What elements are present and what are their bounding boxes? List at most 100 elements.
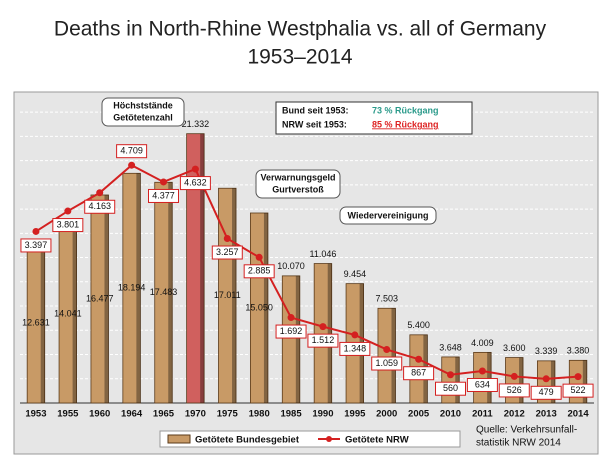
annotation: Wiedervereinigung: [348, 210, 429, 220]
bar-shade: [391, 308, 396, 403]
x-tick-label: 2010: [440, 409, 461, 420]
point-value-label: 2.885: [248, 266, 271, 276]
bar-value-label: 12.631: [22, 318, 50, 328]
line: [35, 163, 579, 380]
bar-value-label: 3.339: [535, 346, 558, 356]
callout-box: [101, 97, 185, 127]
x-tick-label: 1965: [153, 409, 175, 420]
bar-value-label: 7.503: [375, 294, 398, 304]
point: [510, 372, 518, 380]
bar-value-label: 14.041: [54, 309, 82, 319]
point-value-label: 1.348: [344, 343, 367, 353]
bar: [122, 172, 141, 404]
point: [447, 371, 454, 379]
point: [287, 314, 295, 322]
point: [223, 235, 231, 243]
source: Quelle: Verkehrsunfall-: [476, 425, 577, 436]
legend-label: Getötete Bundesgebiet: [195, 435, 300, 446]
annotation: Bund seit 1953:: [282, 105, 349, 115]
point: [319, 323, 327, 331]
bar-shade: [40, 243, 45, 403]
point: [383, 346, 391, 354]
point-value-label: 867: [411, 368, 426, 378]
x-tick-label: 2005: [408, 409, 430, 420]
label-box: [435, 381, 466, 396]
bar-shade: [550, 360, 555, 403]
bar-value-label: 9.454: [344, 269, 367, 279]
point: [351, 331, 359, 339]
x-tick-label: 1953: [25, 409, 46, 420]
plot: 12.631 14.041 16.477 18.194 17.483 21.332 17.0…: [20, 119, 594, 420]
annotation: Gurtverstoß: [272, 184, 324, 194]
point-value-label: 634: [475, 379, 490, 389]
label-box: [179, 176, 211, 191]
point: [478, 367, 486, 375]
callout-box: [339, 206, 437, 225]
label-box: [530, 385, 562, 400]
point: [255, 253, 263, 261]
x-tick-label: 2012: [504, 409, 525, 420]
label-box: [116, 144, 148, 159]
bar-shade: [327, 263, 332, 403]
point-value-label: 3.801: [57, 219, 80, 229]
label-box: [52, 218, 84, 233]
title-area: [0, 0, 600, 88]
label-box: [307, 333, 339, 348]
legend-label: Getötete NRW: [345, 435, 409, 446]
label-box: [243, 264, 275, 279]
label-box: [275, 324, 307, 339]
bar-value-label: 3.380: [567, 346, 590, 356]
x-tick-label: 2013: [536, 409, 557, 420]
bar-value-label: 11.046: [310, 249, 337, 259]
point-value-label: 1.512: [312, 335, 335, 345]
label-box: [371, 356, 403, 371]
label-box: [562, 383, 594, 398]
bar-shade: [582, 360, 587, 403]
x-tick-label: 1980: [249, 409, 270, 420]
point-value-label: 479: [539, 387, 554, 397]
x-tick-label: 1964: [121, 409, 143, 420]
label-box: [498, 383, 530, 398]
point: [191, 165, 199, 173]
label-box: [403, 366, 435, 381]
bar-shade: [263, 212, 268, 403]
label-box: [466, 377, 498, 392]
label-box: [84, 199, 116, 214]
bar-value-label: 5.400: [407, 320, 430, 330]
bar-shade: [72, 225, 77, 403]
point: [64, 207, 72, 215]
point: [128, 161, 136, 169]
x-tick-label: 1995: [344, 409, 366, 420]
x-tick-label: 1955: [57, 409, 79, 420]
label-box: [339, 341, 371, 356]
point-value-label: 522: [571, 385, 586, 395]
point-value-label: 3.397: [25, 240, 48, 250]
legend: Getötete Bundesgebiet Getötete NRW: [159, 430, 461, 448]
bar-value-label: 21.332: [182, 119, 210, 129]
bar-shade: [519, 357, 524, 403]
point: [415, 355, 423, 363]
bar-value-label: 3.648: [439, 342, 462, 352]
x-tick-label: 2011: [472, 409, 493, 420]
point-value-label: 4.709: [120, 146, 143, 156]
legend-box: [159, 430, 461, 448]
bar-value-label: 10.070: [277, 261, 305, 271]
x-tick-label: 1975: [217, 409, 239, 420]
chart-subtitle: 1953–2014: [247, 46, 352, 69]
bar-shade: [232, 188, 237, 403]
point-value-label: 1.059: [375, 358, 398, 368]
x-tick-label: 1960: [89, 409, 110, 420]
bar-value-label: 17.011: [214, 290, 241, 300]
bar-value-label: 15.050: [245, 302, 273, 312]
bar-shade: [168, 182, 173, 403]
bar: [186, 133, 205, 404]
point: [32, 227, 40, 235]
point: [160, 178, 167, 186]
annotation-box: Bund seit 1953: 73 % Rückgang NRW seit 1…: [275, 101, 473, 135]
bar-value-label: 17.483: [150, 287, 178, 297]
annotation: NRW seit 1953:: [282, 119, 347, 129]
x-tick-label: 2014: [567, 409, 589, 420]
x-tick-label: 1970: [185, 409, 206, 420]
chart-title: Deaths in North-Rhine Westphalia vs. all…: [54, 18, 547, 41]
